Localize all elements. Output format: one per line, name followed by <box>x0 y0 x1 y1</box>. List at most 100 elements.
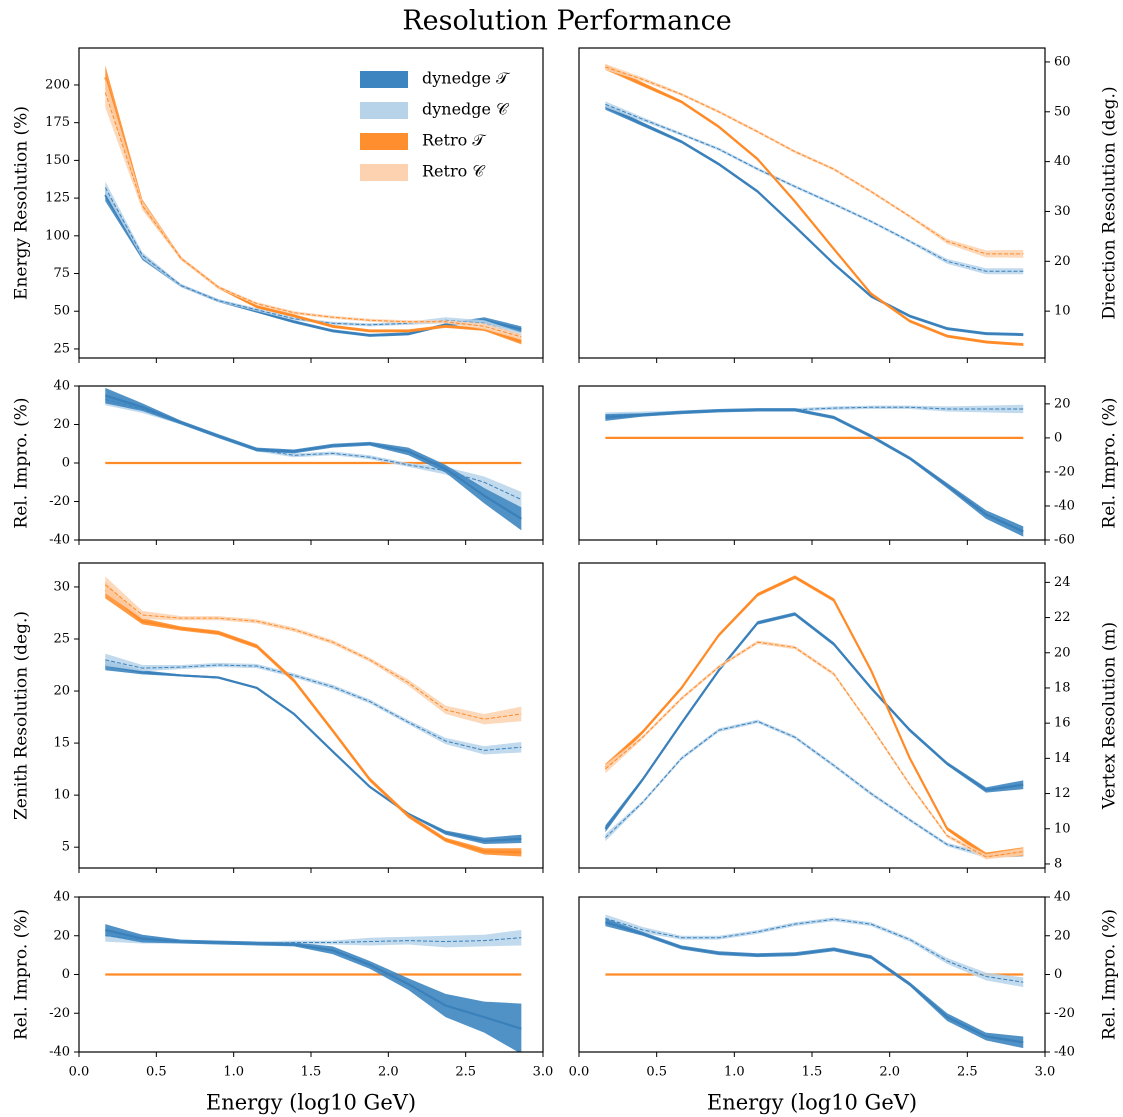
y-tick-label: -20 <box>1054 464 1075 479</box>
x-tick-label: 2.5 <box>957 1065 978 1080</box>
axes-frame <box>78 562 544 869</box>
x-tick-label: 1.5 <box>301 1065 322 1080</box>
y-tick-label: -40 <box>1054 1045 1075 1060</box>
series-line <box>105 659 522 751</box>
y-tick-label: -40 <box>49 1045 70 1060</box>
y-tick-label: 0 <box>1054 967 1062 982</box>
series-line <box>105 663 522 843</box>
series-line <box>604 612 1024 830</box>
y-tick-label: -60 <box>1054 533 1075 548</box>
uncertainty-band <box>605 404 1024 420</box>
y-tick-label: 30 <box>1054 204 1071 219</box>
series-line <box>104 394 522 520</box>
uncertainty-band <box>105 387 522 531</box>
y-tick-label: 150 <box>45 153 70 168</box>
y-tick-label: -20 <box>49 1006 70 1021</box>
x-tick-label: 0.0 <box>69 1065 90 1080</box>
y-tick-label: -40 <box>1054 498 1075 513</box>
y-tick-label: 16 <box>1054 716 1071 731</box>
figure-title: Resolution Performance <box>402 6 731 37</box>
y-axis-label: Rel. Impro. (%) <box>12 909 32 1040</box>
uncertainty-band <box>105 581 522 857</box>
y-tick-label: 10 <box>1054 821 1071 836</box>
y-tick-label: 0 <box>1054 430 1062 445</box>
y-tick-label: 8 <box>1054 856 1062 871</box>
x-tick-label: 2.0 <box>879 1065 900 1080</box>
y-axis-label: Direction Resolution (deg.) <box>1100 86 1120 319</box>
series-line <box>604 65 1024 346</box>
y-tick-label: 50 <box>53 304 70 319</box>
axes-frame <box>578 896 1046 1053</box>
x-tick-label: 3.0 <box>533 1065 554 1080</box>
y-tick-label: 25 <box>53 631 70 646</box>
x-axis-label: Energy (log10 GeV) <box>707 1091 917 1115</box>
y-tick-label: 100 <box>45 228 70 243</box>
y-axis-label: Energy Resolution (%) <box>12 106 32 300</box>
y-tick-label: 125 <box>45 191 70 206</box>
uncertainty-band <box>105 576 522 725</box>
y-tick-label: 200 <box>45 77 70 92</box>
y-tick-label: 20 <box>1054 928 1071 943</box>
y-tick-label: -20 <box>1054 1006 1075 1021</box>
plot-area <box>605 914 1024 1049</box>
y-tick-label: 60 <box>1054 54 1071 69</box>
uncertainty-band <box>105 924 522 1052</box>
uncertainty-band <box>605 101 1024 275</box>
uncertainty-band <box>605 103 1024 337</box>
series-line <box>605 66 1024 255</box>
y-tick-label: -20 <box>49 494 70 509</box>
y-axis-label: Zenith Resolution (deg.) <box>12 611 32 820</box>
plot-area <box>105 924 522 1052</box>
series-line <box>605 641 1024 858</box>
y-axis-label: Rel. Impro. (%) <box>1100 909 1120 1040</box>
y-tick-label: 50 <box>1054 104 1071 119</box>
x-axis-label: Energy (log10 GeV) <box>206 1091 416 1115</box>
uncertainty-band <box>605 408 1024 537</box>
y-axis-label: Rel. Impro. (%) <box>12 397 32 528</box>
uncertainty-band <box>605 612 1024 833</box>
uncertainty-band <box>605 918 1024 1049</box>
y-tick-label: 10 <box>53 788 70 803</box>
x-tick-label: 2.5 <box>455 1065 476 1080</box>
x-tick-label: 0.5 <box>146 1065 167 1080</box>
series-line <box>104 187 522 336</box>
axes-frame <box>78 896 544 1053</box>
legend-label: Retro 𝒞 <box>422 162 485 181</box>
y-tick-label: -40 <box>49 533 70 548</box>
y-tick-label: 25 <box>53 341 70 356</box>
x-tick-label: 1.0 <box>223 1065 244 1080</box>
series-line <box>104 92 522 338</box>
y-tick-label: 20 <box>53 417 70 432</box>
y-tick-label: 40 <box>53 890 70 905</box>
y-tick-label: 40 <box>53 379 70 394</box>
series-line <box>605 408 1024 533</box>
legend-label: dynedge 𝒞 <box>422 100 509 119</box>
series-line <box>605 921 1024 1044</box>
plot-area <box>604 575 1024 860</box>
y-tick-label: 12 <box>1054 786 1071 801</box>
y-axis-label: Vertex Resolution (m) <box>1100 622 1120 810</box>
plot-area <box>104 387 522 531</box>
y-tick-label: 0 <box>62 967 70 982</box>
legend-swatch <box>360 71 408 88</box>
y-tick-label: 10 <box>1054 304 1071 319</box>
y-tick-label: 30 <box>53 579 70 594</box>
x-tick-label: 1.5 <box>802 1065 823 1080</box>
series-line <box>105 928 522 1030</box>
plot-area <box>604 63 1024 347</box>
uncertainty-band <box>105 181 522 339</box>
y-tick-label: 20 <box>1054 396 1071 411</box>
series-line <box>104 584 522 720</box>
y-tick-label: 75 <box>53 266 70 281</box>
y-tick-label: 40 <box>1054 154 1071 169</box>
axes-frame <box>578 562 1046 869</box>
axes-frame <box>78 385 544 541</box>
axes-frame <box>578 47 1046 359</box>
legend-label: dynedge 𝒯 <box>422 69 511 88</box>
x-tick-label: 0.5 <box>646 1065 667 1080</box>
y-axis-label: Rel. Impro. (%) <box>1100 397 1120 528</box>
series-line <box>605 917 1024 983</box>
legend-swatch <box>360 102 408 119</box>
legend-swatch <box>360 164 408 181</box>
